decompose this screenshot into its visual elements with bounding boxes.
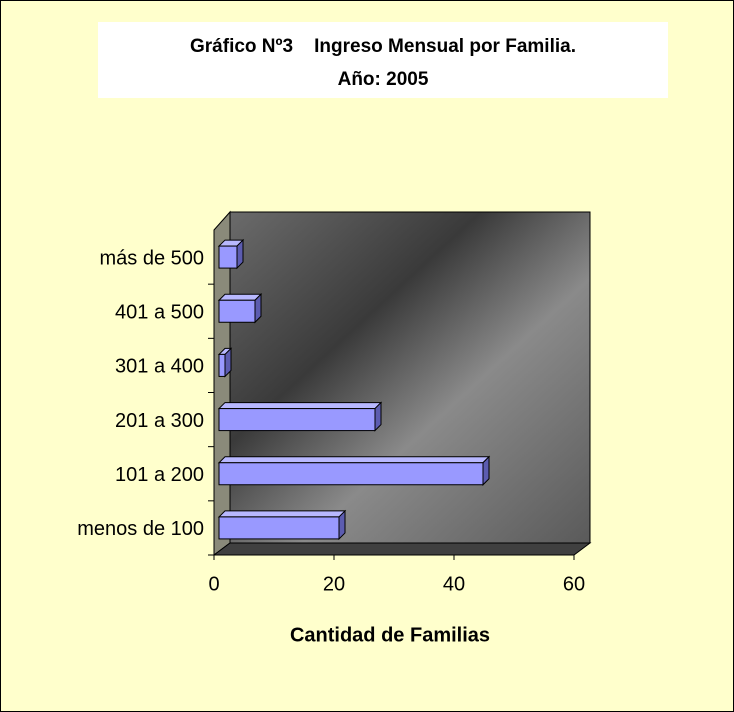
x-axis-label: Cantidad de Familias [290, 624, 490, 646]
bar [217, 509, 347, 541]
y-tick-label: 201 a 300 [115, 410, 204, 432]
y-tick-label: 101 a 200 [115, 464, 204, 486]
y-tick-label: más de 500 [99, 247, 204, 269]
bar [217, 401, 383, 432]
bar [217, 455, 491, 486]
y-tick-label: 301 a 400 [115, 356, 204, 378]
bar [217, 293, 263, 324]
x-tick-label: 0 [208, 573, 219, 595]
chart-title: Gráfico Nº3 Ingreso Mensual por Familia. [190, 36, 576, 57]
x-tick-label: 40 [443, 573, 465, 595]
y-tick-label: menos de 100 [77, 518, 204, 540]
y-tick-label: 401 a 500 [115, 302, 204, 324]
back-wall-photo [229, 211, 591, 544]
chart-subtitle: Año: 2005 [338, 69, 429, 90]
x-tick-label: 60 [563, 573, 585, 595]
bar [217, 238, 245, 270]
bar [217, 347, 233, 378]
floor [212, 542, 592, 556]
x-tick-label: 20 [323, 573, 345, 595]
title-box [98, 22, 668, 98]
